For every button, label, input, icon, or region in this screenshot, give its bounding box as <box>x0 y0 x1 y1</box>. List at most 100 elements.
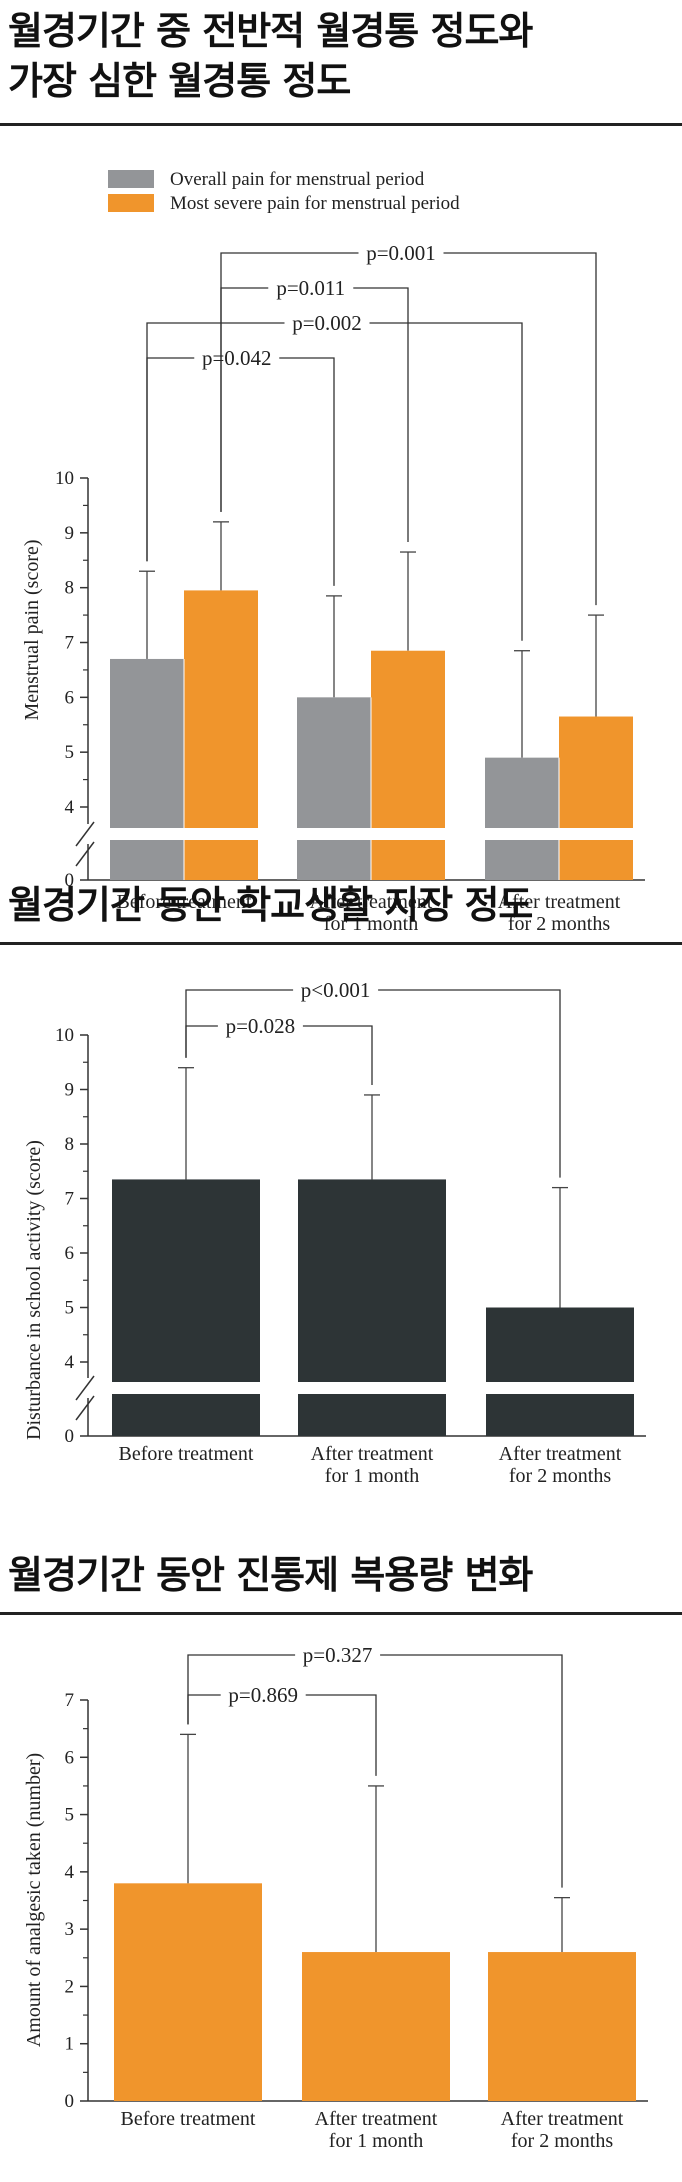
axis-break-mark-1 <box>75 1375 95 1401</box>
y-tick-label-4: 4 <box>65 797 75 818</box>
bracket-4-left <box>146 357 195 562</box>
y-tick-label-8: 8 <box>65 1134 75 1155</box>
p-value-label-2: p=0.869 <box>228 1683 298 1707</box>
p-value-label-1: p=0.001 <box>366 241 436 265</box>
y-tick-label-4: 4 <box>65 1352 75 1373</box>
significance-bracket-1: p<0.001 <box>185 978 561 1178</box>
x-category-label-2-1: for 2 months <box>509 1465 611 1487</box>
x-category-label-1-1: for 1 month <box>329 2130 423 2152</box>
axis-break-mark-1 <box>75 821 95 847</box>
bracket-1-right <box>443 252 597 606</box>
analgesic-amount-chart: 0 1 2 3 4 5 6 7 Amount of analgesic taken (numbe… <box>23 1643 648 2152</box>
x-category-label-2-1: for 2 months <box>508 913 610 935</box>
x-category-label-2-0: After treatment <box>501 2108 624 2130</box>
bar-after-treatment-for-2-months-series-2-lower <box>559 840 633 880</box>
bar-before-treatment-series-2-lower <box>184 840 258 880</box>
axis-break-mark-2 <box>75 841 95 867</box>
bar-before-treatment <box>112 1179 260 1382</box>
bar-after-treatment-for-1-month <box>298 1179 446 1382</box>
y-tick-label-2: 2 <box>65 1976 75 1997</box>
school-disturbance-chart: 0 4 5 6 7 8 9 10 Disturbance in school activity … <box>23 978 646 1487</box>
legend-swatch-2 <box>108 194 154 212</box>
x-category-label-1-0: After treatment <box>315 2108 438 2130</box>
y-tick-label-6: 6 <box>65 1243 75 1264</box>
y-tick-label-3: 3 <box>65 1919 75 1940</box>
x-category-label-1-0: After treatment <box>310 891 433 913</box>
x-category-label-1-1: for 1 month <box>324 913 418 935</box>
bar-after-treatment-for-1-month-series-1-lower <box>297 840 371 880</box>
bar-after-treatment-for-2-months-series-2 <box>559 716 633 828</box>
bar-after-treatment-for-1-month-series-1 <box>297 697 371 828</box>
pain-score-chart: 0 4 5 6 7 8 9 10 Menstrual pain (score) Before tr… <box>21 169 645 935</box>
axis-break-mark-2 <box>75 1395 95 1421</box>
bar-after-treatment-for-1-month-lower <box>298 1394 446 1436</box>
bracket-1-right <box>378 989 561 1178</box>
section-3-divider <box>0 1612 682 1615</box>
p-value-label-2: p=0.011 <box>276 276 345 300</box>
section-2-title-line-1: 월경기간 동안 학교생활 지장 정도 <box>8 883 533 927</box>
y-tick-label-6: 6 <box>65 687 75 708</box>
y-tick-label-10: 10 <box>55 468 74 489</box>
bracket-2-right <box>302 1025 373 1085</box>
section-3-title: 월경기간 동안 진통제 복용량 변화 <box>8 1550 533 1600</box>
bar-after-treatment-for-1-month-series-2-lower <box>371 840 445 880</box>
bar-after-treatment-for-1-month-series-2 <box>371 650 445 828</box>
y-tick-label-5: 5 <box>65 742 75 763</box>
y-tick-label-9: 9 <box>65 523 75 544</box>
y-axis-label: Amount of analgesic taken (number) <box>23 1753 45 2047</box>
significance-bracket-2: p=0.028 <box>185 1014 373 1085</box>
bar-before-treatment-series-2 <box>184 590 258 828</box>
bracket-2-left <box>187 1694 221 1725</box>
y-tick-label-0: 0 <box>65 2091 75 2112</box>
significance-bracket-2: p=0.869 <box>187 1683 377 1776</box>
y-tick-label-1: 1 <box>65 2034 75 2055</box>
y-tick-label-10: 10 <box>55 1025 74 1046</box>
section-1-title: 월경기간 중 전반적 월경통 정도와 가장 심한 월경통 정도 <box>8 6 533 106</box>
section-1-divider <box>0 123 682 126</box>
y-axis-label: Menstrual pain (score) <box>21 539 43 720</box>
bar-before-treatment-series-1 <box>110 658 184 828</box>
legend-label-2: Most severe pain for menstrual period <box>170 193 460 214</box>
x-category-label-2-0: After treatment <box>499 1443 622 1465</box>
x-category-label-1-1: for 1 month <box>325 1465 419 1487</box>
section-2-title: 월경기간 동안 학교생활 지장 정도 <box>8 880 533 930</box>
x-category-label-2-1: for 2 months <box>511 2130 613 2152</box>
y-axis-label: Disturbance in school activity (score) <box>23 1140 45 1440</box>
p-value-label-3: p=0.002 <box>292 311 362 335</box>
significance-bracket-1: p=0.327 <box>187 1643 563 1888</box>
y-tick-label-5: 5 <box>65 1805 75 1826</box>
p-value-label-4: p=0.042 <box>202 346 272 370</box>
x-category-label-0-0: Before treatment <box>117 891 252 913</box>
significance-bracket-2: p=0.011 <box>220 276 409 543</box>
y-tick-label-7: 7 <box>65 1189 75 1210</box>
y-tick-label-5: 5 <box>65 1298 75 1319</box>
y-tick-label-9: 9 <box>65 1080 75 1101</box>
y-tick-label-7: 7 <box>65 1690 75 1711</box>
bar-before-treatment-series-1-lower <box>110 840 184 880</box>
bracket-2-left <box>185 1025 218 1058</box>
bracket-3-right <box>369 322 523 641</box>
p-value-label-2: p=0.028 <box>226 1014 296 1038</box>
bar-after-treatment-for-1-month <box>302 1952 450 2101</box>
y-tick-label-8: 8 <box>65 578 75 599</box>
y-tick-label-4: 4 <box>65 1862 75 1883</box>
bar-before-treatment-lower <box>112 1394 260 1436</box>
bracket-4-right <box>279 357 335 586</box>
section-2-divider <box>0 942 682 945</box>
x-category-label-0-0: Before treatment <box>121 2108 256 2130</box>
bar-after-treatment-for-2-months <box>488 1952 636 2101</box>
p-value-label-1: p<0.001 <box>301 978 371 1002</box>
bracket-2-right <box>353 287 409 543</box>
p-value-label-1: p=0.327 <box>303 1643 373 1667</box>
bar-after-treatment-for-2-months <box>486 1307 634 1382</box>
x-category-label-1-0: After treatment <box>311 1443 434 1465</box>
significance-bracket-3: p=0.002 <box>146 311 523 641</box>
legend-label-1: Overall pain for menstrual period <box>170 169 425 190</box>
bar-after-treatment-for-2-months-lower <box>486 1394 634 1436</box>
bar-before-treatment <box>114 1883 262 2101</box>
section-1-title-line-2: 가장 심한 월경통 정도 <box>8 59 351 103</box>
bracket-1-right <box>380 1654 563 1888</box>
bracket-2-right <box>305 1694 377 1776</box>
section-1-title-line-1: 월경기간 중 전반적 월경통 정도와 <box>8 9 533 53</box>
bar-after-treatment-for-2-months-series-1 <box>485 757 559 828</box>
